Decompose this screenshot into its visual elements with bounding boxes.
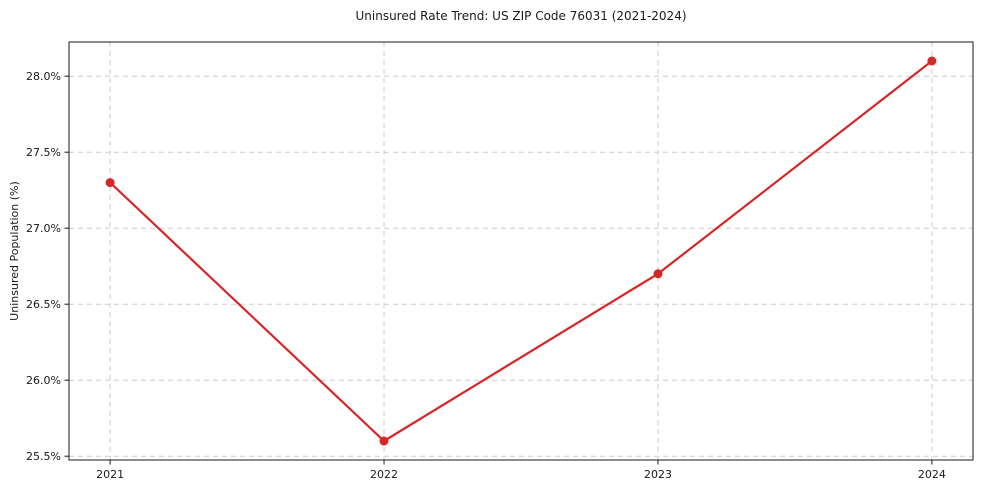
- chart-title: Uninsured Rate Trend: US ZIP Code 76031 …: [355, 9, 687, 23]
- x-tick-label: 2023: [644, 468, 672, 481]
- data-point-marker: [927, 56, 937, 66]
- y-tick-label: 26.5%: [26, 298, 61, 311]
- y-tick-label: 27.5%: [26, 146, 61, 159]
- x-tick-label: 2022: [370, 468, 398, 481]
- y-tick-label: 27.0%: [26, 222, 61, 235]
- x-tick-label: 2021: [96, 468, 124, 481]
- y-tick-label: 28.0%: [26, 70, 61, 83]
- data-point-marker: [653, 269, 663, 279]
- plot-border: [68, 41, 974, 461]
- y-tick-label: 26.0%: [26, 374, 61, 387]
- y-tick-label: 25.5%: [26, 450, 61, 463]
- x-tick-label: 2024: [918, 468, 946, 481]
- data-point-marker: [379, 436, 389, 446]
- data-point-marker: [105, 178, 115, 188]
- trend-line: [109, 59, 933, 443]
